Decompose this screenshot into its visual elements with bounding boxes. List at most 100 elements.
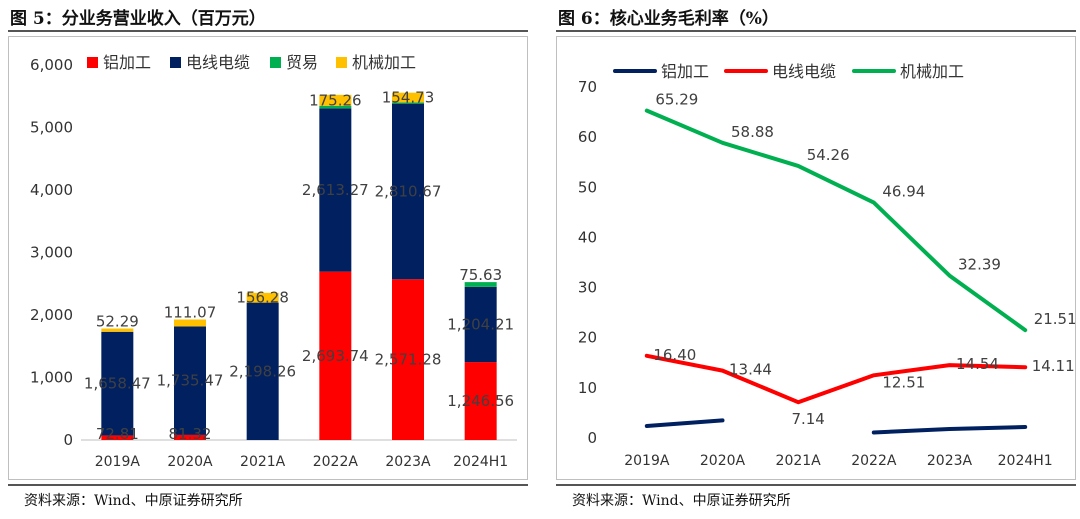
x-tick-label: 2024H1 <box>998 453 1053 469</box>
bar-segment <box>174 319 206 327</box>
bar-segment <box>174 434 206 440</box>
data-label: 72.81 <box>96 425 139 443</box>
x-tick-label: 2022A <box>313 454 359 470</box>
stacked-bar-chart: 0 1,000 2,000 3,000 4,000 5,000 6,000 2019A 2020… <box>30 53 517 470</box>
x-tick-label: 2021A <box>240 454 286 470</box>
data-label: 156.28 <box>236 289 289 307</box>
y-tick-label: 1,000 <box>30 369 73 387</box>
line-chart: 0 10 20 30 40 50 60 70 2019A 2020A 2021A 2022A 2023A… <box>578 62 1077 469</box>
figure-6-top-rule <box>556 30 1076 32</box>
data-label: 2,693.74 <box>302 347 369 365</box>
figure-5-bottom-rule <box>8 484 528 486</box>
bar-segment <box>464 362 497 440</box>
data-label: 2,613.27 <box>302 181 369 199</box>
x-tick-label: 2023A <box>385 454 431 470</box>
y-tick-label: 2,000 <box>30 306 73 324</box>
y-tick-label: 30 <box>578 279 597 297</box>
x-tick-label: 2024H1 <box>453 454 508 470</box>
bar-segment <box>392 102 424 104</box>
data-label: 54.26 <box>807 146 850 164</box>
data-label: 21.51 <box>1034 310 1075 328</box>
bar-segment <box>101 435 134 440</box>
figure-6-bottom-rule <box>556 484 1076 486</box>
data-label: 65.29 <box>655 91 698 109</box>
figure-6-plot-frame: 0 10 20 30 40 50 60 70 2019A 2020A 2021A 2022A 2023A… <box>556 36 1077 480</box>
legend-label: 机械加工 <box>352 53 416 72</box>
data-label: 14.11 <box>1032 357 1075 375</box>
y-tick-label: 3,000 <box>30 244 73 262</box>
legend-label: 电线电缆 <box>772 62 836 81</box>
series-line <box>644 353 1028 405</box>
y-tick-label: 50 <box>578 178 597 196</box>
series-line <box>871 425 1028 435</box>
bar-segment <box>319 105 352 109</box>
data-label: 12.51 <box>882 373 925 391</box>
legend-label: 机械加工 <box>900 62 964 81</box>
y-tick-label: 70 <box>578 78 597 96</box>
figure-6-source: 资料来源：Wind、中原证券研究所 <box>572 493 791 509</box>
x-tick-label: 2020A <box>700 453 746 469</box>
bar-segment <box>319 94 352 106</box>
figure-5-source: 资料来源：Wind、中原证券研究所 <box>24 493 243 509</box>
data-label: 1,658.47 <box>84 375 151 393</box>
bar-segment <box>392 92 424 103</box>
bar-segment <box>464 282 497 287</box>
legend-swatch <box>270 57 281 68</box>
y-tick-label: 0 <box>63 431 73 449</box>
series-line <box>644 108 1028 333</box>
legend-label: 贸易 <box>286 53 318 72</box>
y-tick-label: 40 <box>578 228 597 246</box>
series-line <box>644 418 725 428</box>
bar-segment <box>392 103 424 280</box>
figure-5-title: 图 5：分业务营业收入（百万元） <box>10 9 266 29</box>
data-label: 32.39 <box>958 256 1001 274</box>
x-tick-label: 2019A <box>624 453 670 469</box>
legend-swatch <box>170 57 181 68</box>
data-label: 13.44 <box>729 361 772 379</box>
legend-label: 铝加工 <box>103 53 151 72</box>
data-label: 1,204.21 <box>447 315 514 333</box>
bar-segment <box>174 326 206 435</box>
bar-segment <box>246 292 279 303</box>
bar-segment <box>464 286 497 363</box>
data-label: 75.63 <box>459 266 502 284</box>
y-tick-label: 20 <box>578 329 597 347</box>
data-label: 46.94 <box>882 183 925 201</box>
x-tick-label: 2019A <box>95 454 141 470</box>
figure-5-plot-frame: 0 1,000 2,000 3,000 4,000 5,000 6,000 2019A 2020… <box>8 36 528 480</box>
bar-segment <box>101 328 134 332</box>
bar-segment <box>319 108 352 272</box>
data-label: 1,246.56 <box>447 392 514 410</box>
data-label: 52.29 <box>96 313 139 331</box>
data-label: 2,198.26 <box>229 362 296 380</box>
data-label: 2,571.28 <box>375 351 442 369</box>
y-tick-label: 5,000 <box>30 119 73 137</box>
data-label: 7.14 <box>791 410 824 428</box>
legend-label: 铝加工 <box>661 62 709 81</box>
x-tick-label: 2022A <box>851 453 897 469</box>
data-label: 1,735.47 <box>157 372 224 390</box>
data-label: 154.73 <box>382 89 435 107</box>
y-tick-label: 60 <box>578 128 597 146</box>
figure-6-title: 图 6：核心业务毛利率（%） <box>558 9 779 29</box>
y-tick-label: 10 <box>578 379 597 397</box>
x-tick-label: 2020A <box>167 454 213 470</box>
legend-swatch <box>87 57 98 68</box>
data-label: 175.26 <box>309 91 362 109</box>
bar-segment <box>319 271 352 440</box>
data-label: 16.40 <box>653 346 696 364</box>
data-label: 81.32 <box>169 425 212 443</box>
x-tick-label: 2021A <box>776 453 822 469</box>
bar-segment <box>246 302 279 440</box>
x-tick-label: 2023A <box>927 453 973 469</box>
bar-segment <box>392 279 424 440</box>
bar-segment <box>101 331 134 436</box>
y-tick-label: 0 <box>587 429 597 447</box>
data-label: 2,810.67 <box>375 182 442 200</box>
figure-5-top-rule <box>8 30 528 32</box>
data-label: 111.07 <box>164 304 217 322</box>
data-label: 58.88 <box>731 123 774 141</box>
y-tick-label: 6,000 <box>30 56 73 74</box>
data-label: 14.54 <box>956 355 999 373</box>
legend-swatch <box>336 57 347 68</box>
